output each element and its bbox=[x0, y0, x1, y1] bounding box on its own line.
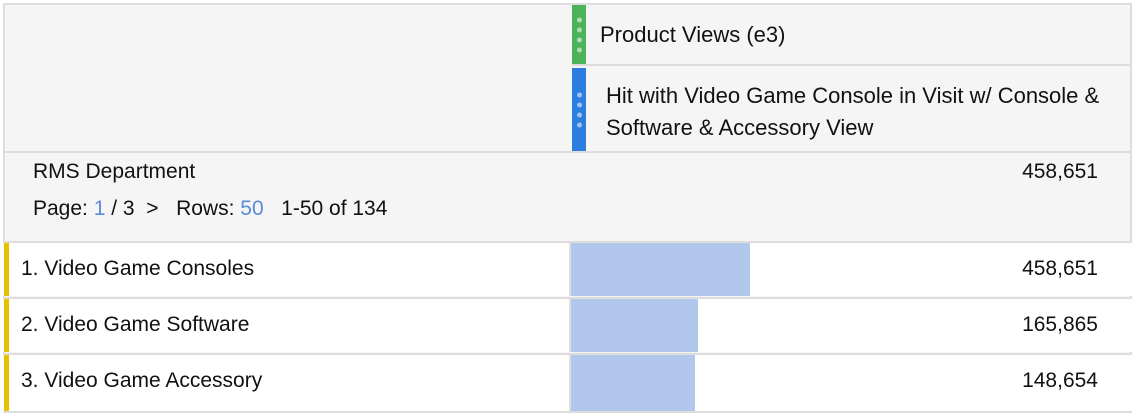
column-total: 458,651 bbox=[1022, 160, 1098, 183]
metric-header-segment[interactable]: Hit with Video Game Console in Visit w/ … bbox=[572, 68, 1130, 152]
drag-handle-icon[interactable] bbox=[572, 5, 586, 64]
row-value: 148,654 bbox=[1022, 369, 1098, 392]
row-label: 3. Video Game Accessory bbox=[21, 369, 263, 392]
row-label: 2. Video Game Software bbox=[21, 313, 250, 336]
row-flag bbox=[4, 243, 9, 296]
segment-label: Hit with Video Game Console in Visit w/ … bbox=[606, 83, 1100, 140]
row-flag bbox=[4, 355, 9, 411]
rows-label: Rows: bbox=[176, 197, 235, 220]
table-row[interactable]: 3. Video Game Accessory 148,654 bbox=[3, 353, 1132, 411]
row-flag bbox=[4, 299, 9, 352]
value-bar bbox=[571, 243, 751, 296]
next-page-button[interactable]: > bbox=[146, 197, 159, 220]
row-label: 1. Video Game Consoles bbox=[21, 257, 255, 280]
row-value: 458,651 bbox=[1022, 257, 1098, 280]
table-row[interactable]: 1. Video Game Consoles 458,651 bbox=[3, 241, 1132, 296]
row-range: 1-50 of 134 bbox=[281, 197, 388, 220]
bar-cell bbox=[569, 299, 1131, 352]
metric-label: Product Views (e3) bbox=[600, 22, 786, 47]
page-label: Page: bbox=[33, 197, 88, 220]
drag-handle-icon[interactable] bbox=[572, 68, 586, 152]
divider bbox=[3, 151, 1132, 153]
page-number-link[interactable]: 1 bbox=[93, 197, 106, 220]
pagination: Page: 1 / 3 > Rows: 50 1-50 of 134 bbox=[33, 197, 387, 221]
table-row[interactable]: 2. Video Game Software 165,865 bbox=[3, 297, 1132, 352]
value-bar bbox=[571, 355, 696, 411]
bar-cell bbox=[569, 355, 1131, 411]
value-bar bbox=[571, 299, 699, 352]
bar-cell bbox=[569, 243, 1131, 296]
metric-header-product-views[interactable]: Product Views (e3) bbox=[572, 5, 1130, 66]
page-count: / 3 bbox=[111, 197, 135, 220]
rows-per-page-link[interactable]: 50 bbox=[240, 197, 264, 220]
dimension-title: RMS Department bbox=[33, 160, 196, 183]
row-value: 165,865 bbox=[1022, 313, 1098, 336]
